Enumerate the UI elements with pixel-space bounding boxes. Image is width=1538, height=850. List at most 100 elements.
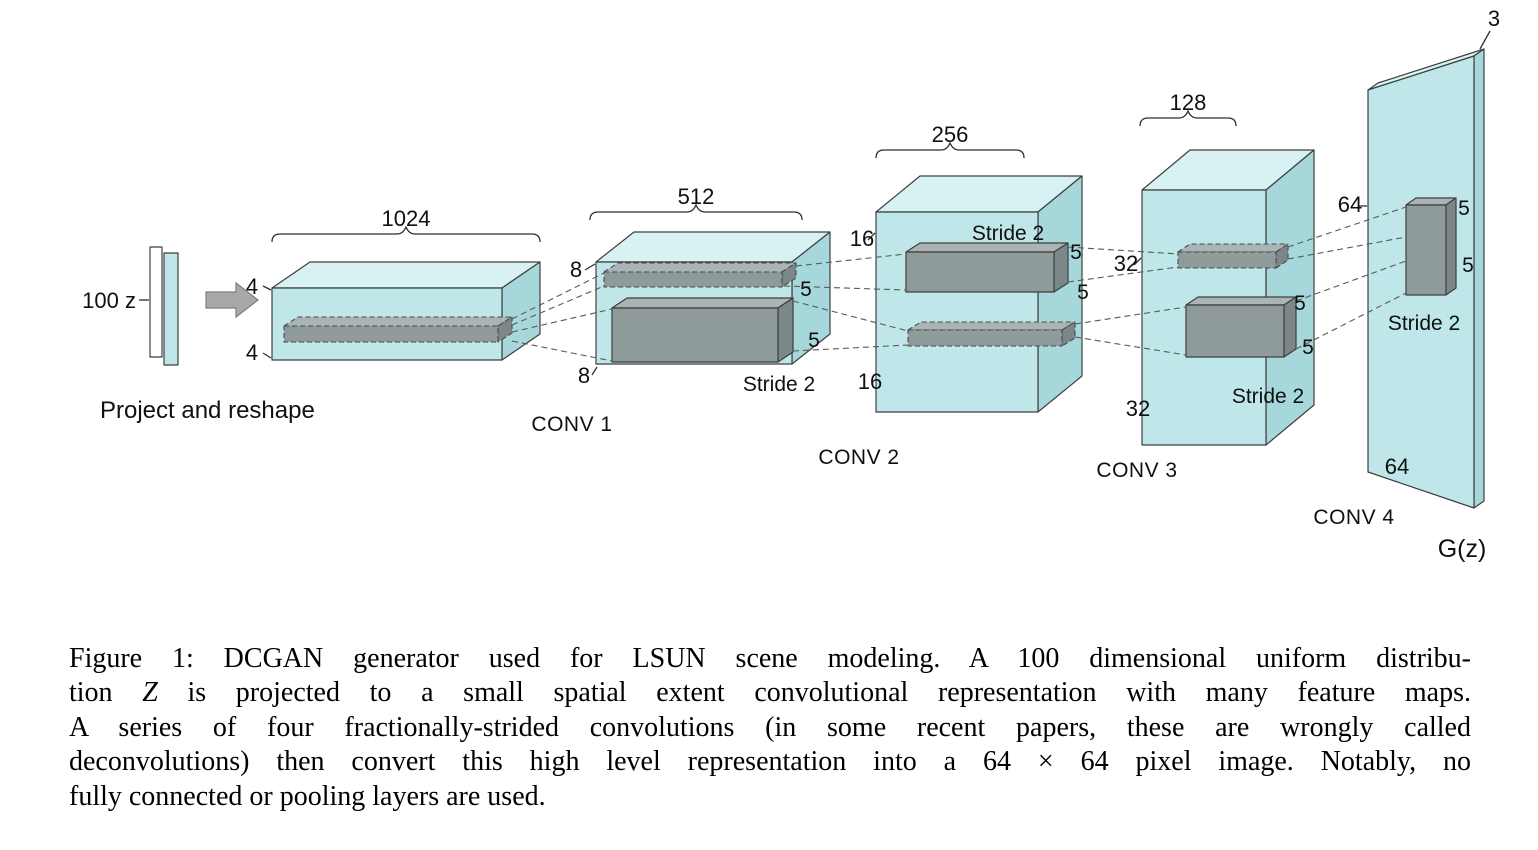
- output-patch-side-face: [1445, 197, 1457, 296]
- reshape-slice-top-face: [283, 316, 513, 327]
- projection-lines-reshape-conv1: [511, 272, 613, 362]
- size-tick-3: [1479, 30, 1491, 50]
- size-tick-8-bottom: [591, 366, 598, 376]
- layer-conv2-box: [875, 175, 1083, 413]
- dashed-projection-line: [1287, 206, 1407, 248]
- size-label-4-bottom: 4: [246, 340, 258, 365]
- conv1-filter-top-face: [611, 297, 794, 309]
- size-tick-4-bottom: [262, 352, 272, 359]
- z-vector-front-slab: [163, 252, 179, 366]
- arrow-right-icon: [205, 281, 259, 319]
- dashed-projection-line: [511, 308, 613, 333]
- depth-label-512: 512: [678, 184, 715, 209]
- brace-1024: [271, 225, 541, 243]
- depth-label-256: 256: [932, 122, 969, 147]
- size-tick-16-top: [867, 232, 876, 241]
- conv2-slice-front-face: [907, 329, 1063, 347]
- stride-label-conv4: Stride 2: [1388, 312, 1460, 335]
- dcgan-diagram: 100 z: [82, 6, 1500, 563]
- input-z-vector: 100 z: [82, 246, 179, 366]
- size-label-8-top: 8: [570, 257, 582, 282]
- size-tick-32-top: [1133, 257, 1142, 266]
- reshape-slice-side-face: [497, 316, 513, 343]
- conv3-filter-top-face: [1185, 296, 1297, 306]
- projection-lines-conv3-conv4: [1287, 206, 1407, 350]
- dashed-projection-line: [792, 344, 909, 352]
- conv1-filter-front-face: [611, 307, 779, 363]
- depth-label-1024: 1024: [382, 206, 431, 231]
- figure-caption: Figure 1: DCGAN generator used for LSUN …: [69, 642, 1471, 814]
- brace-128: [1139, 109, 1237, 127]
- input-dim-label: 100 z: [82, 288, 136, 313]
- kernel-label-conv1-b: 5: [808, 329, 820, 352]
- conv2-box-side-face: [1037, 175, 1083, 413]
- kernel-label-conv2-a: 5: [1070, 241, 1082, 264]
- layer-output-plane: [1367, 48, 1485, 509]
- caption-line: A series of four fractionally-strided co…: [69, 711, 1471, 743]
- layer-name-conv4: CONV 4: [1313, 506, 1394, 529]
- conv3-filter-front-face: [1185, 304, 1285, 358]
- size-label-64-left: 64: [1338, 192, 1362, 217]
- kernel-label-conv1-a: 5: [800, 278, 812, 301]
- size-label-8-bottom: 8: [578, 363, 590, 388]
- conv1-slice-front-face: [603, 271, 783, 288]
- dashed-projection-line: [1074, 306, 1187, 325]
- conv1-slice-top-face: [603, 262, 797, 273]
- output-patch-front-face: [1405, 204, 1447, 296]
- caption-segment: tion: [69, 677, 143, 709]
- kernel-label-conv4-a: 5: [1458, 197, 1470, 220]
- reshape-box-top-face: [271, 261, 541, 289]
- caption-variable-z: Z: [142, 677, 158, 709]
- kernel-label-conv3-b: 5: [1302, 336, 1314, 359]
- dashed-projection-line: [511, 285, 605, 326]
- output-plane-side-face: [1473, 48, 1485, 509]
- size-label-64-bottom: 64: [1385, 454, 1409, 479]
- caption-line: fully connected or pooling layers are us…: [69, 780, 546, 812]
- dashed-projection-line: [1287, 236, 1407, 260]
- dashed-projection-line: [1295, 292, 1407, 350]
- size-label-32-top: 32: [1114, 251, 1138, 276]
- dashed-projection-line: [1074, 336, 1187, 356]
- size-label-16-bottom: 16: [858, 369, 882, 394]
- conv1-filter-side-face: [777, 297, 794, 363]
- size-label-16-top: 16: [850, 226, 874, 251]
- layer-name-conv3: CONV 3: [1096, 459, 1177, 482]
- dashed-projection-line: [795, 253, 907, 267]
- caption-segment: is projected to a small spatial extent c…: [157, 677, 1471, 709]
- kernel-label-conv2-b: 5: [1077, 281, 1089, 304]
- brace-256: [875, 141, 1025, 159]
- conv1-box-top-face: [595, 231, 831, 263]
- layer-name-conv2: CONV 2: [818, 446, 899, 469]
- size-label-4-top: 4: [246, 274, 258, 299]
- kernel-label-conv3-a: 5: [1294, 292, 1306, 315]
- conv3-slice-top-face: [1177, 243, 1289, 253]
- dashed-projection-line: [511, 340, 613, 362]
- size-tick-4-top: [262, 285, 272, 291]
- dashed-projection-line: [1067, 266, 1179, 283]
- dashed-projection-line: [783, 285, 907, 291]
- conv3-slice-front-face: [1177, 251, 1277, 269]
- layer-name-conv1: CONV 1: [531, 413, 612, 436]
- conv2-filter-side-face: [1053, 242, 1069, 293]
- conv2-filter-front-face: [905, 251, 1055, 293]
- conv2-slice-top-face: [907, 321, 1076, 331]
- output-label-gz: G(z): [1438, 535, 1487, 563]
- size-label-32-bottom: 32: [1126, 396, 1150, 421]
- depth-label-128: 128: [1170, 90, 1207, 115]
- conv1-slice-side-face: [781, 262, 797, 288]
- caption-line: tion Z is projected to a small spatial e…: [69, 676, 1471, 710]
- stride-label-conv1: Stride 2: [743, 373, 815, 396]
- stride-label-conv3: Stride 2: [1232, 385, 1304, 408]
- layer-reshape-box: [271, 261, 541, 361]
- brace-512: [589, 203, 803, 221]
- caption-line: Figure 1: DCGAN generator used for LSUN …: [69, 643, 1471, 674]
- z-vector-back-slab: [149, 246, 163, 358]
- stride-label-conv2: Stride 2: [972, 222, 1044, 245]
- dashed-projection-line: [511, 272, 605, 320]
- reshape-slice-front-face: [283, 325, 499, 343]
- caption-line: deconvolutions) then convert this high l…: [69, 746, 1471, 778]
- project-reshape-label: Project and reshape: [100, 397, 315, 424]
- kernel-label-conv4-b: 5: [1462, 254, 1474, 277]
- projection-lines-conv2-conv3: [1067, 246, 1187, 356]
